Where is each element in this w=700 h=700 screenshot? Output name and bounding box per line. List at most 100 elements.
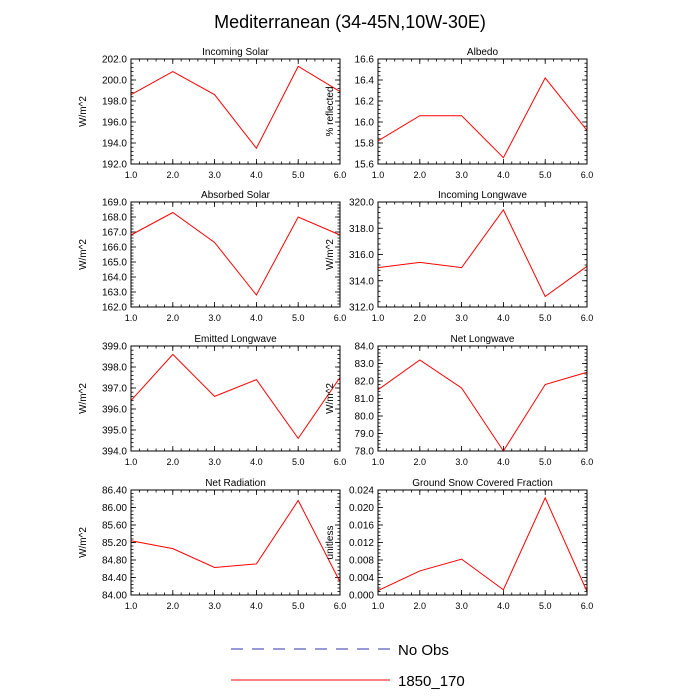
y-tick-label: 84.80 — [102, 556, 127, 567]
y-tick-label: 0.020 — [349, 503, 374, 514]
legend-label-obs: No Obs — [398, 642, 449, 659]
x-tick-label: 5.0 — [539, 170, 552, 180]
y-tick-label: 165.0 — [102, 258, 127, 269]
y-tick-label: 0.016 — [349, 521, 374, 532]
panel-8: Ground Snow Covered Fraction unitless 1.0 2… — [325, 478, 593, 611]
x-tick-label: 2.0 — [167, 601, 180, 611]
x-tick-label: 3.0 — [208, 313, 221, 323]
panel-6: Net Longwave W/m^2 1.0 2.0 3.0 4.0 5.0 6.0 78.0 7… — [325, 334, 593, 467]
y-tick-label: 200.0 — [102, 76, 127, 87]
legend-label-model: 1850_170 — [398, 673, 465, 690]
x-tick-label: 6.0 — [581, 313, 594, 323]
x-tick-label: 1.0 — [372, 457, 385, 467]
panel-1: Incoming Solar W/m^2 1.0 2.0 3.0 4.0 5.0 6.0 192… — [78, 47, 346, 180]
y-axis-label: % reflected — [325, 86, 336, 136]
y-tick-label: 86.40 — [102, 486, 127, 497]
y-tick-label: 396.0 — [102, 405, 127, 416]
panel-title: Emitted Longwave — [194, 334, 277, 345]
x-tick-label: 5.0 — [292, 457, 305, 467]
y-tick-label: 16.2 — [355, 97, 375, 108]
y-tick-label: 0.008 — [349, 556, 374, 567]
figure-title: Mediterranean (34-45N,10W-30E) — [214, 12, 486, 32]
series-line — [377, 208, 588, 298]
y-tick-label: 316.0 — [349, 250, 374, 261]
y-tick-label: 84.00 — [102, 591, 127, 602]
x-tick-label: 4.0 — [250, 170, 263, 180]
y-tick-label: 312.0 — [349, 303, 374, 314]
y-tick-label: 84.0 — [355, 342, 375, 353]
y-tick-label: 0.000 — [349, 591, 374, 602]
series-line — [130, 353, 341, 440]
plot-frame — [377, 58, 588, 165]
x-tick-label: 1.0 — [372, 601, 385, 611]
y-tick-label: 398.0 — [102, 363, 127, 374]
y-tick-label: 80.0 — [355, 412, 375, 423]
y-tick-label: 15.6 — [355, 160, 375, 171]
x-tick-label: 6.0 — [581, 170, 594, 180]
y-tick-label: 168.0 — [102, 213, 127, 224]
x-tick-label: 2.0 — [414, 457, 427, 467]
y-tick-label: 314.0 — [349, 276, 374, 287]
plot-frame — [377, 345, 588, 452]
y-axis-label: W/m^2 — [78, 527, 89, 558]
y-tick-label: 162.0 — [102, 303, 127, 314]
series-line — [377, 76, 588, 159]
y-tick-label: 78.0 — [355, 447, 375, 458]
x-tick-label: 3.0 — [208, 170, 221, 180]
y-tick-label: 16.0 — [355, 118, 375, 129]
x-tick-label: 4.0 — [250, 313, 263, 323]
y-tick-label: 82.0 — [355, 377, 375, 388]
y-tick-label: 399.0 — [102, 342, 127, 353]
y-tick-label: 15.8 — [355, 139, 375, 150]
x-tick-label: 4.0 — [497, 457, 510, 467]
x-tick-label: 1.0 — [125, 313, 138, 323]
x-tick-label: 1.0 — [125, 457, 138, 467]
x-tick-label: 6.0 — [581, 601, 594, 611]
x-tick-label: 3.0 — [455, 457, 468, 467]
x-tick-label: 3.0 — [208, 457, 221, 467]
x-tick-label: 2.0 — [414, 170, 427, 180]
x-tick-label: 1.0 — [125, 170, 138, 180]
panel-title: Net Longwave — [451, 334, 515, 345]
series-line — [377, 359, 588, 452]
x-tick-label: 1.0 — [125, 601, 138, 611]
panel-4: Incoming Longwave W/m^2 1.0 2.0 3.0 4.0 5.0 6.0… — [325, 190, 593, 323]
plot-frame — [130, 201, 341, 308]
y-tick-label: 84.40 — [102, 573, 127, 584]
y-tick-label: 167.0 — [102, 228, 127, 239]
x-tick-label: 6.0 — [334, 457, 347, 467]
y-tick-label: 169.0 — [102, 198, 127, 209]
y-axis-label: unitless — [325, 526, 336, 560]
y-tick-label: 194.0 — [102, 139, 127, 150]
x-tick-label: 4.0 — [250, 601, 263, 611]
series-line — [130, 499, 341, 583]
x-tick-label: 2.0 — [167, 313, 180, 323]
y-tick-label: 318.0 — [349, 224, 374, 235]
x-tick-label: 1.0 — [372, 313, 385, 323]
y-tick-label: 16.4 — [355, 76, 375, 87]
x-tick-label: 4.0 — [250, 457, 263, 467]
panel-5: Emitted Longwave W/m^2 1.0 2.0 3.0 4.0 5.0 6.0 3… — [78, 334, 346, 467]
y-tick-label: 86.00 — [102, 503, 127, 514]
y-tick-label: 81.0 — [355, 394, 375, 405]
y-tick-label: 16.6 — [355, 55, 375, 66]
y-axis-label: W/m^2 — [78, 239, 89, 270]
panel-title: Incoming Longwave — [438, 190, 527, 201]
x-tick-label: 6.0 — [334, 170, 347, 180]
plot-frame — [377, 489, 588, 596]
panels: Incoming Solar W/m^2 1.0 2.0 3.0 4.0 5.0 6.0 192… — [78, 47, 593, 611]
y-tick-label: 397.0 — [102, 384, 127, 395]
y-tick-label: 166.0 — [102, 243, 127, 254]
y-tick-label: 0.012 — [349, 538, 374, 549]
x-tick-label: 3.0 — [455, 313, 468, 323]
y-tick-label: 85.60 — [102, 521, 127, 532]
y-tick-label: 196.0 — [102, 118, 127, 129]
y-tick-label: 164.0 — [102, 273, 127, 284]
x-tick-label: 3.0 — [208, 601, 221, 611]
x-tick-label: 3.0 — [455, 601, 468, 611]
x-tick-label: 2.0 — [167, 170, 180, 180]
x-tick-label: 6.0 — [334, 313, 347, 323]
y-axis-label: W/m^2 — [78, 383, 89, 414]
x-tick-label: 2.0 — [167, 457, 180, 467]
